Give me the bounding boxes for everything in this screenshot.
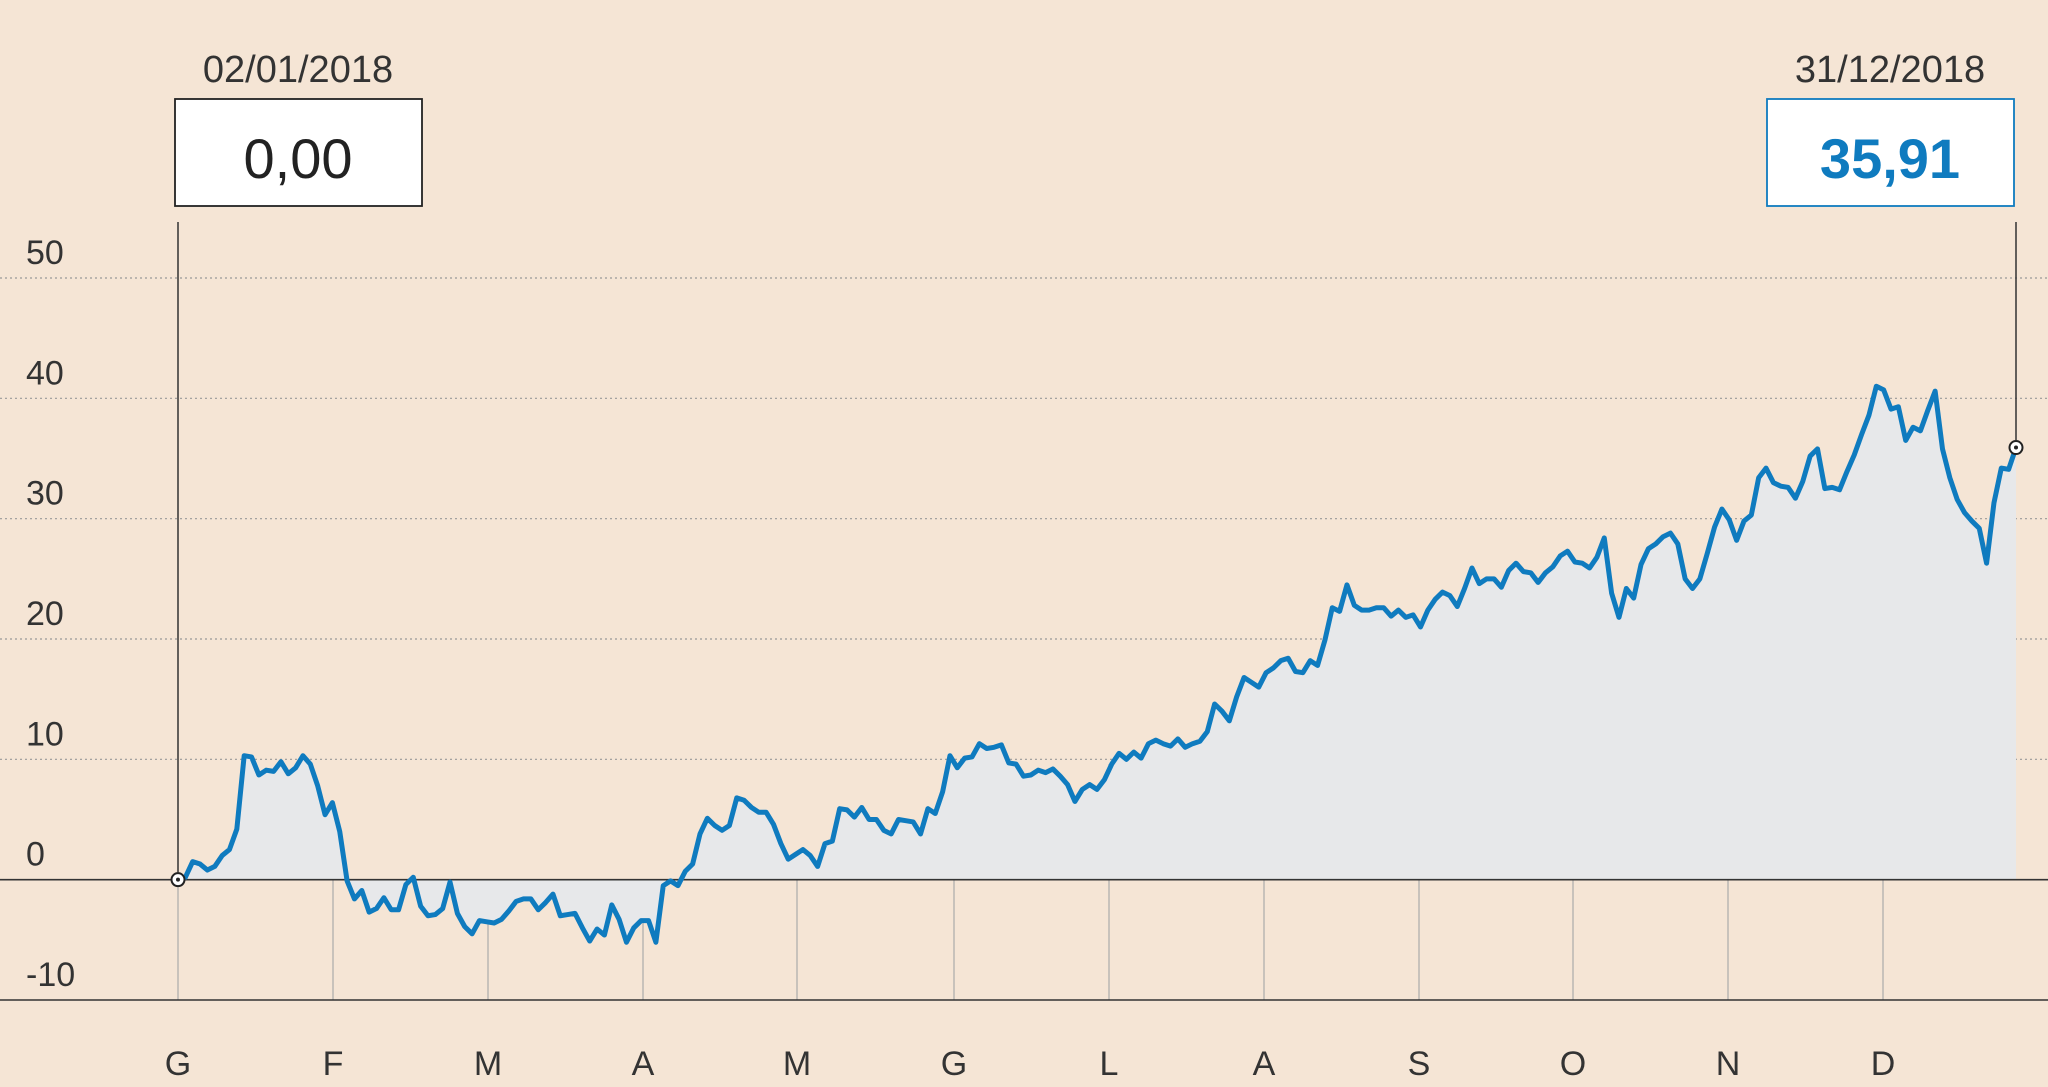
axes xyxy=(0,878,2048,1001)
end-marker xyxy=(2008,440,2024,456)
endpoint-markers xyxy=(170,440,2024,888)
x-tick-label: D xyxy=(1871,1045,1896,1083)
x-tick-label: A xyxy=(632,1045,655,1083)
y-tick-label: 0 xyxy=(26,836,45,874)
x-tick-label: G xyxy=(941,1045,967,1083)
end-value-box xyxy=(1766,98,2015,207)
x-tick-label: G xyxy=(165,1045,191,1083)
x-tick-label: A xyxy=(1253,1045,1276,1083)
end-date-label: 31/12/2018 xyxy=(1795,49,1985,91)
y-tick-label: 50 xyxy=(26,234,64,272)
series-area xyxy=(178,386,2016,943)
start-date-label: 02/01/2018 xyxy=(203,49,393,91)
x-tick-label: L xyxy=(1100,1045,1119,1083)
end-value-label: 35,91 xyxy=(1820,127,1960,190)
series-line xyxy=(175,383,2019,945)
x-tick-label: S xyxy=(1408,1045,1431,1083)
start-callout: 02/01/2018 0,00 xyxy=(174,49,423,873)
y-tick-label: 30 xyxy=(26,475,64,513)
x-tick-label: F xyxy=(323,1045,344,1083)
y-tick-label: -10 xyxy=(26,956,75,994)
x-tick-label: M xyxy=(474,1045,502,1083)
y-tick-label: 20 xyxy=(26,595,64,633)
y-tick-label: 10 xyxy=(26,715,64,753)
y-tick-label: 40 xyxy=(26,354,64,392)
x-tick-label: M xyxy=(783,1045,811,1083)
start-value-label: 0,00 xyxy=(244,127,353,190)
end-callout: 31/12/2018 35,91 xyxy=(1766,49,2017,441)
x-tick-label: O xyxy=(1560,1045,1586,1083)
y-tick-labels: 50 40 30 20 10 0 -10 xyxy=(26,234,75,994)
start-marker xyxy=(170,872,186,888)
start-value-box xyxy=(174,98,423,207)
x-tick-label: N xyxy=(1716,1045,1741,1083)
